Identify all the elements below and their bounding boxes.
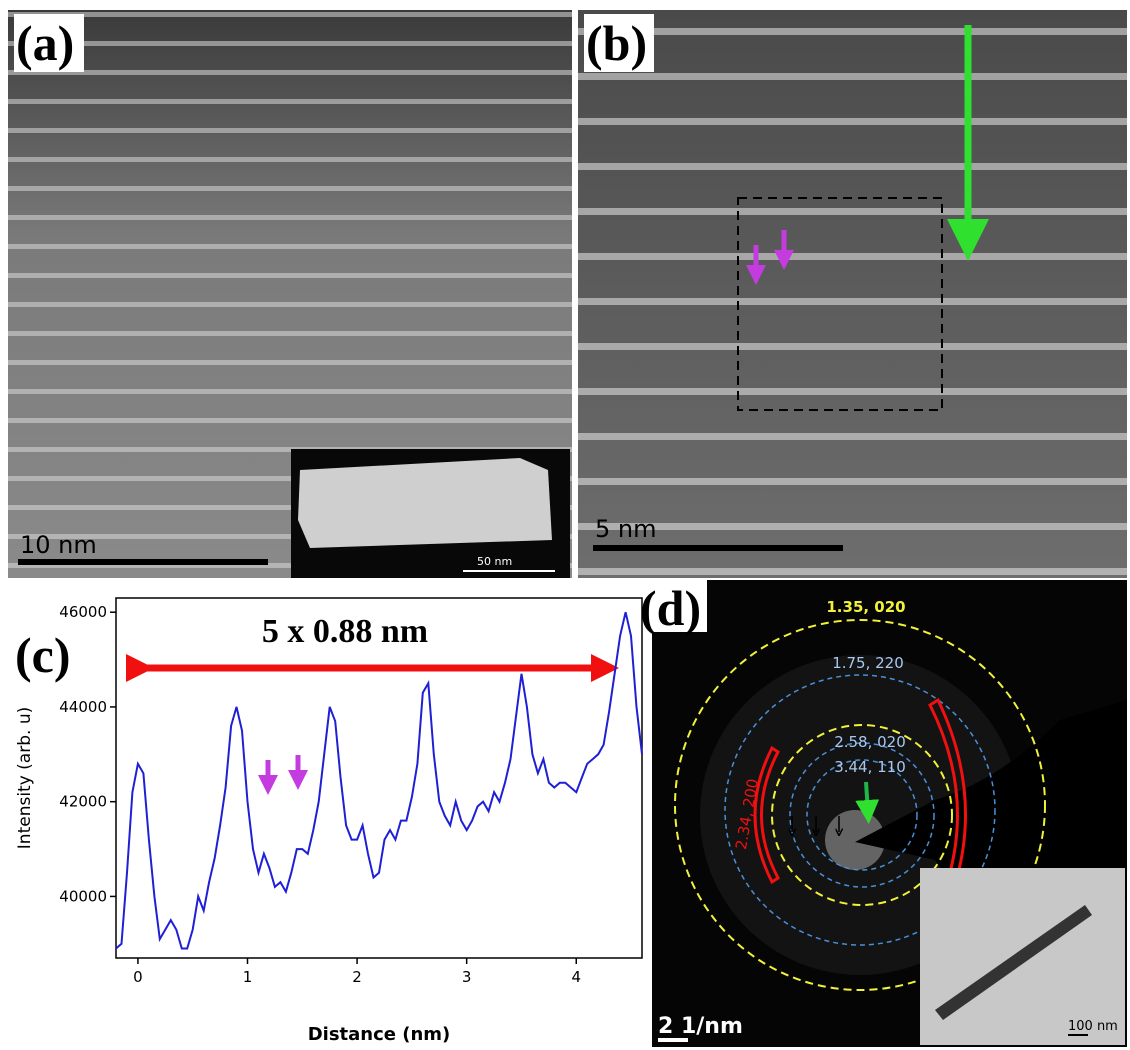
scale-bar-label: 2 1/nm xyxy=(658,1014,743,1039)
ring-label: 1.35, 020 xyxy=(826,598,905,616)
x-tick-label: 1 xyxy=(243,968,253,986)
inset-scale-label: 50 nm xyxy=(477,555,512,568)
x-axis-label: Distance (nm) xyxy=(308,1024,451,1045)
inset-scale-bar xyxy=(463,570,555,572)
panel-label: (c) xyxy=(15,627,71,683)
ring-label: 3.44, 110 xyxy=(834,758,906,776)
intensity-line xyxy=(116,612,642,948)
x-tick-label: 4 xyxy=(571,968,581,986)
figure: (a) 10 nm 50 nm (b) 5 nm (c) 5 x 0.88 nm… xyxy=(0,0,1130,1050)
y-tick-label: 44000 xyxy=(59,698,107,716)
scale-bar-label: 10 nm xyxy=(20,531,97,559)
inset-particle xyxy=(298,458,552,548)
panel-d: (d) 1.35, 020 1.75, 220 2.58, 020 3.44, … xyxy=(640,580,1127,1047)
y-tick-label: 46000 xyxy=(59,603,107,621)
plot-frame xyxy=(116,598,642,958)
panel-label: (a) xyxy=(16,15,74,71)
green-arrow xyxy=(866,782,868,812)
scale-bar xyxy=(593,545,843,551)
panel-label: (b) xyxy=(586,15,647,71)
scale-bar xyxy=(18,559,268,565)
scale-bar-label: 5 nm xyxy=(595,515,657,543)
inset-scale-label: 100 nm xyxy=(1068,1019,1118,1034)
panel-label: (d) xyxy=(640,580,701,636)
panel-c: (c) 5 x 0.88 nm Distance (nm) Intensity … xyxy=(15,598,642,1045)
y-axis-label: Intensity (arb. u) xyxy=(15,707,35,849)
y-tick-label: 42000 xyxy=(59,793,107,811)
x-tick-label: 0 xyxy=(133,968,143,986)
x-tick-label: 3 xyxy=(462,968,472,986)
y-tick-label: 40000 xyxy=(59,887,107,905)
inset-scale-bar xyxy=(1068,1034,1088,1036)
x-tick-label: 2 xyxy=(352,968,362,986)
ring-label: 1.75, 220 xyxy=(832,654,904,672)
lattice-fringes xyxy=(578,10,1127,578)
annotation: 5 x 0.88 nm xyxy=(262,613,428,650)
panel-b: (b) 5 nm xyxy=(578,10,1127,578)
panel-a: (a) 10 nm 50 nm xyxy=(8,10,572,578)
ring-label: 2.58, 020 xyxy=(834,733,906,751)
scale-bar xyxy=(658,1038,688,1042)
